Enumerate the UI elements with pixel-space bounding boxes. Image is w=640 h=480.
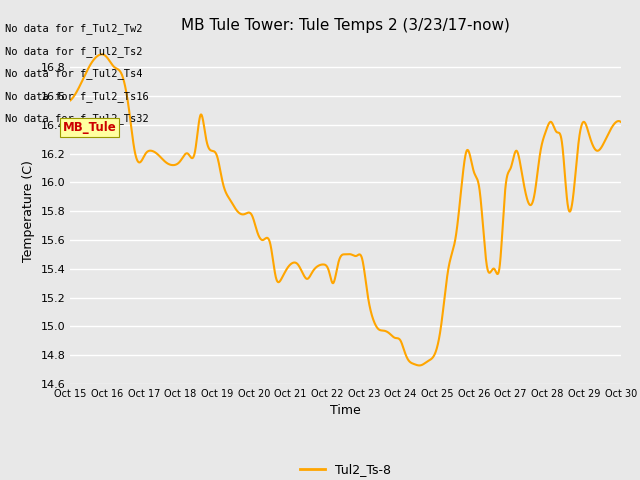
Text: No data for f_Tul2_Ts2: No data for f_Tul2_Ts2 — [5, 46, 143, 57]
Text: MB_Tule: MB_Tule — [63, 120, 116, 133]
Title: MB Tule Tower: Tule Temps 2 (3/23/17-now): MB Tule Tower: Tule Temps 2 (3/23/17-now… — [181, 18, 510, 33]
Text: No data for f_Tul2_Ts32: No data for f_Tul2_Ts32 — [5, 113, 149, 124]
X-axis label: Time: Time — [330, 405, 361, 418]
Y-axis label: Temperature (C): Temperature (C) — [22, 160, 35, 262]
Text: No data for f_Tul2_Ts4: No data for f_Tul2_Ts4 — [5, 68, 143, 79]
Text: No data for f_Tul2_Ts16: No data for f_Tul2_Ts16 — [5, 91, 149, 102]
Legend: Tul2_Ts-8: Tul2_Ts-8 — [295, 458, 396, 480]
Text: No data for f_Tul2_Tw2: No data for f_Tul2_Tw2 — [5, 23, 143, 34]
